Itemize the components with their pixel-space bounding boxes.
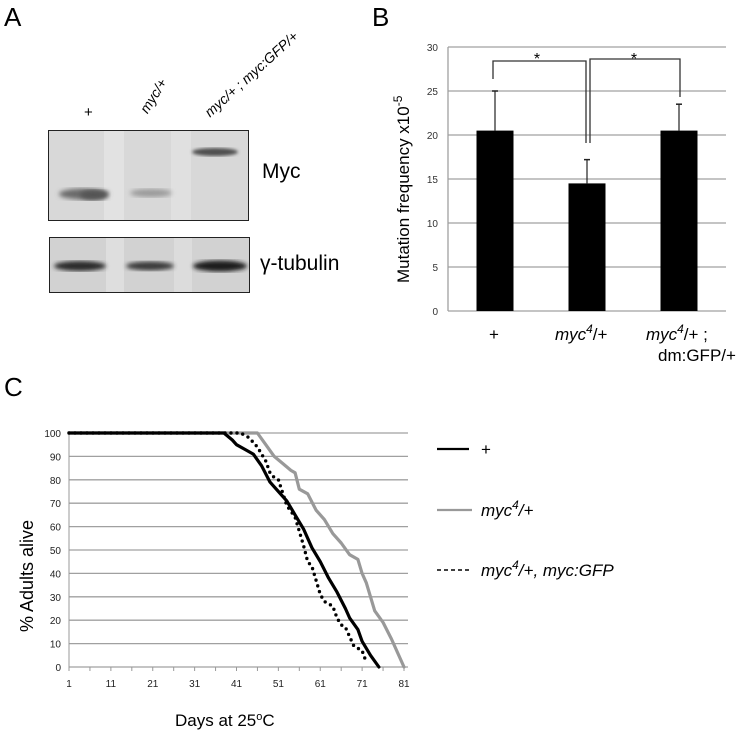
significance-bracket <box>492 60 587 143</box>
x-tick-label: 81 <box>398 679 410 690</box>
x-category-label: myc4/+ <box>555 322 608 344</box>
y-tick-label: 80 <box>50 476 62 487</box>
y-tick-label: 30 <box>427 43 439 54</box>
x-axis-label: Days at 25oC <box>175 711 275 730</box>
lane-label-myc-rescue: myc/+ ; myc:GFP/+ <box>201 27 302 120</box>
series-line-myc-rescue <box>67 431 368 664</box>
myc-western-blot <box>48 130 249 221</box>
legend-label: + <box>481 440 491 459</box>
mutation-frequency-bar-chart: Mutation frequency x10-5 0 5 10 15 20 25 30 * *… <box>391 43 736 365</box>
y-tick-label: 50 <box>50 546 62 557</box>
y-tick-label: 30 <box>50 593 62 604</box>
x-tick-label: 11 <box>106 679 117 690</box>
x-tick-label: 41 <box>231 679 243 690</box>
significance-star: * <box>534 51 540 68</box>
legend-label: myc4/+, myc:GFP <box>481 558 614 580</box>
lane-label-wildtype: + <box>84 104 93 121</box>
y-tick-label: 0 <box>432 307 438 318</box>
x-category-label: + <box>489 325 499 344</box>
x-tick-label: 1 <box>66 679 72 690</box>
legend-label: myc4/+ <box>481 498 534 520</box>
x-tick-label: 31 <box>189 679 201 690</box>
y-tick-label: 10 <box>427 219 439 230</box>
y-tick-label: 25 <box>427 87 439 98</box>
bar <box>568 183 606 311</box>
svg-text:Days at 25oC: Days at 25oC <box>175 711 275 730</box>
survival-chart-legend: + myc4/+ myc4/+, myc:GFP <box>437 440 614 580</box>
lane-label-myc-het: myc/+ <box>136 75 170 116</box>
y-tick-label: 15 <box>427 175 439 186</box>
x-category-label: myc4/+ ; <box>646 322 708 344</box>
panel-b-letter: B <box>372 2 390 32</box>
svg-text:Mutation frequency x10-5: Mutation frequency x10-5 <box>391 95 413 283</box>
significance-star: * <box>631 51 637 68</box>
gamma-tubulin-western-blot <box>49 237 250 293</box>
myc-band-label: Myc <box>262 160 301 183</box>
y-tick-label: 90 <box>50 452 62 463</box>
y-tick-label: 20 <box>427 131 439 142</box>
y-tick-label: 10 <box>50 640 62 651</box>
svg-text:% Adults alive: % Adults alive <box>17 520 37 632</box>
panel-a-letter: A <box>4 2 22 32</box>
series-line-wildtype <box>67 431 381 669</box>
x-tick-label: 21 <box>147 679 159 690</box>
y-tick-label: 20 <box>50 616 62 627</box>
bar <box>476 130 514 311</box>
y-tick-label: 5 <box>432 263 438 274</box>
y-tick-label: 40 <box>50 569 62 580</box>
series-line-myc-het <box>67 431 406 669</box>
y-tick-label: 100 <box>44 429 61 440</box>
x-tick-label: 71 <box>357 679 369 690</box>
y-tick-label: 0 <box>55 663 61 674</box>
x-tick-label: 61 <box>315 679 327 690</box>
y-axis-label: % Adults alive <box>17 520 37 632</box>
y-axis-label: Mutation frequency x10-5 <box>391 95 413 283</box>
gamma-tubulin-band-label: γ-tubulin <box>260 252 340 275</box>
y-tick-label: 60 <box>50 523 62 534</box>
x-category-label-line2: dm:GFP/+ <box>658 346 736 365</box>
bar <box>660 130 698 311</box>
y-tick-label: 70 <box>50 499 62 510</box>
significance-bracket <box>589 58 681 143</box>
x-tick-label: 51 <box>273 679 285 690</box>
panel-c-letter: C <box>4 372 23 402</box>
